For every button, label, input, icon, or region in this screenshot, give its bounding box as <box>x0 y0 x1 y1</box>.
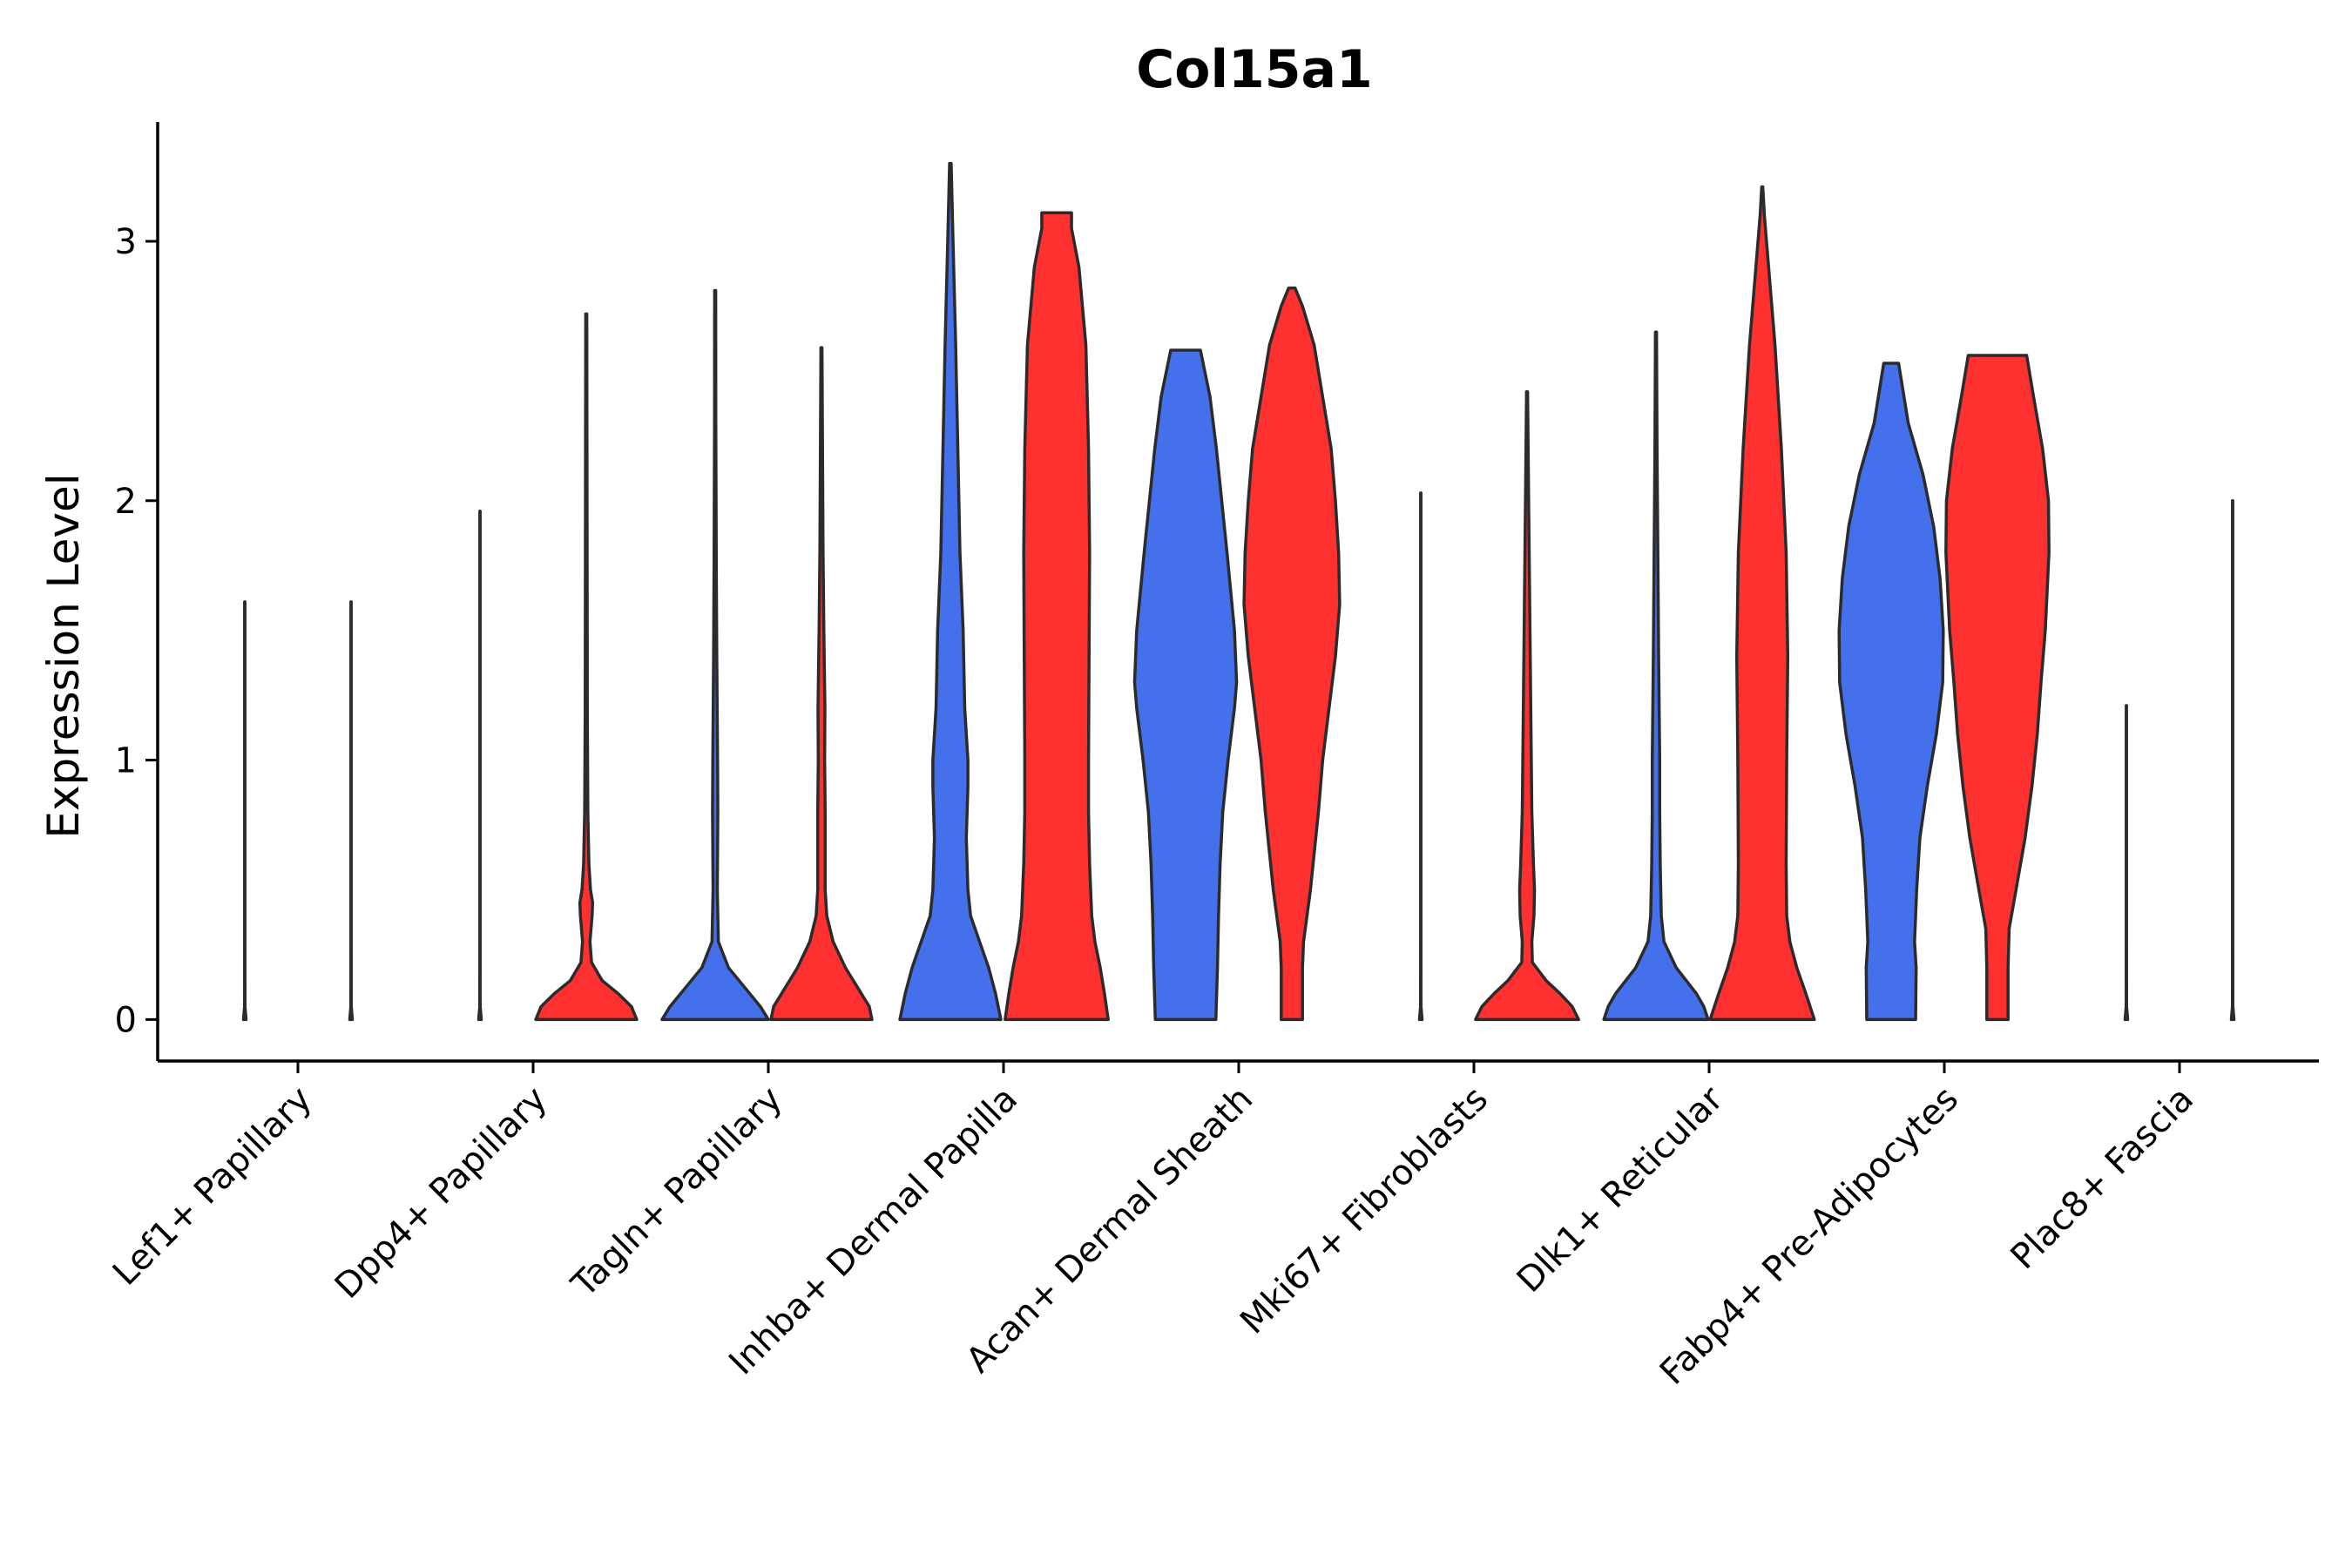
x-tick-label-dlk1-reticular: Dlk1+ Reticular <box>1510 1078 1732 1301</box>
violin-plac8-fascia-group-a <box>2123 704 2130 1022</box>
violin-plac8-fascia-group-b <box>2229 499 2236 1022</box>
violin-acan-dermal-sheath-group-a <box>1132 348 1239 1022</box>
x-tick-label-tagln-papillary: Tagln+ Papillary <box>564 1079 790 1306</box>
violin-dpp4-papillary-group-a <box>476 509 483 1022</box>
violin-mki67-fibroblasts-group-a <box>1417 491 1424 1022</box>
violin-acan-dermal-sheath-group-b <box>1242 286 1342 1022</box>
violin-fabp4-pre-adipocytes-group-a <box>1837 362 1945 1022</box>
violin-tagln-papillary-group-a <box>660 288 770 1022</box>
violin-inhba-dermal-papilla-group-b <box>1004 211 1110 1022</box>
violin-lef1-papillary-group-a <box>241 600 248 1022</box>
x-tick-label-dpp4-papillary: Dpp4+ Papillary <box>328 1079 555 1307</box>
chart-title: Col15a1 <box>1136 39 1373 100</box>
violin-fabp4-pre-adipocytes-group-b <box>1944 354 2051 1022</box>
y-axis-label: Expression Level <box>38 473 89 838</box>
violin-dlk1-reticular-group-a <box>1602 330 1710 1022</box>
violins-layer <box>241 161 2236 1022</box>
violin-dpp4-papillary-group-b <box>534 312 639 1022</box>
x-tick-label-lef1-papillary: Lef1+ Papillary <box>105 1079 320 1294</box>
violin-inhba-dermal-papilla-group-a <box>898 161 1003 1022</box>
x-tick-label-plac8-fascia: Plac8+ Fascia <box>2004 1079 2202 1278</box>
violin-mki67-fibroblasts-group-b <box>1474 389 1580 1022</box>
y-tick-label-2: 2 <box>115 482 137 522</box>
x-tick-label-mki67-fibroblasts: Mki67+ Fibroblasts <box>1233 1079 1496 1342</box>
y-tick-label-0: 0 <box>115 1000 137 1040</box>
y-tick-label-1: 1 <box>115 741 137 781</box>
violin-tagln-papillary-group-b <box>769 346 874 1022</box>
y-tick-label-3: 3 <box>115 222 137 262</box>
violin-dlk1-reticular-group-b <box>1708 185 1816 1022</box>
violin-lef1-papillary-group-b <box>348 600 355 1022</box>
